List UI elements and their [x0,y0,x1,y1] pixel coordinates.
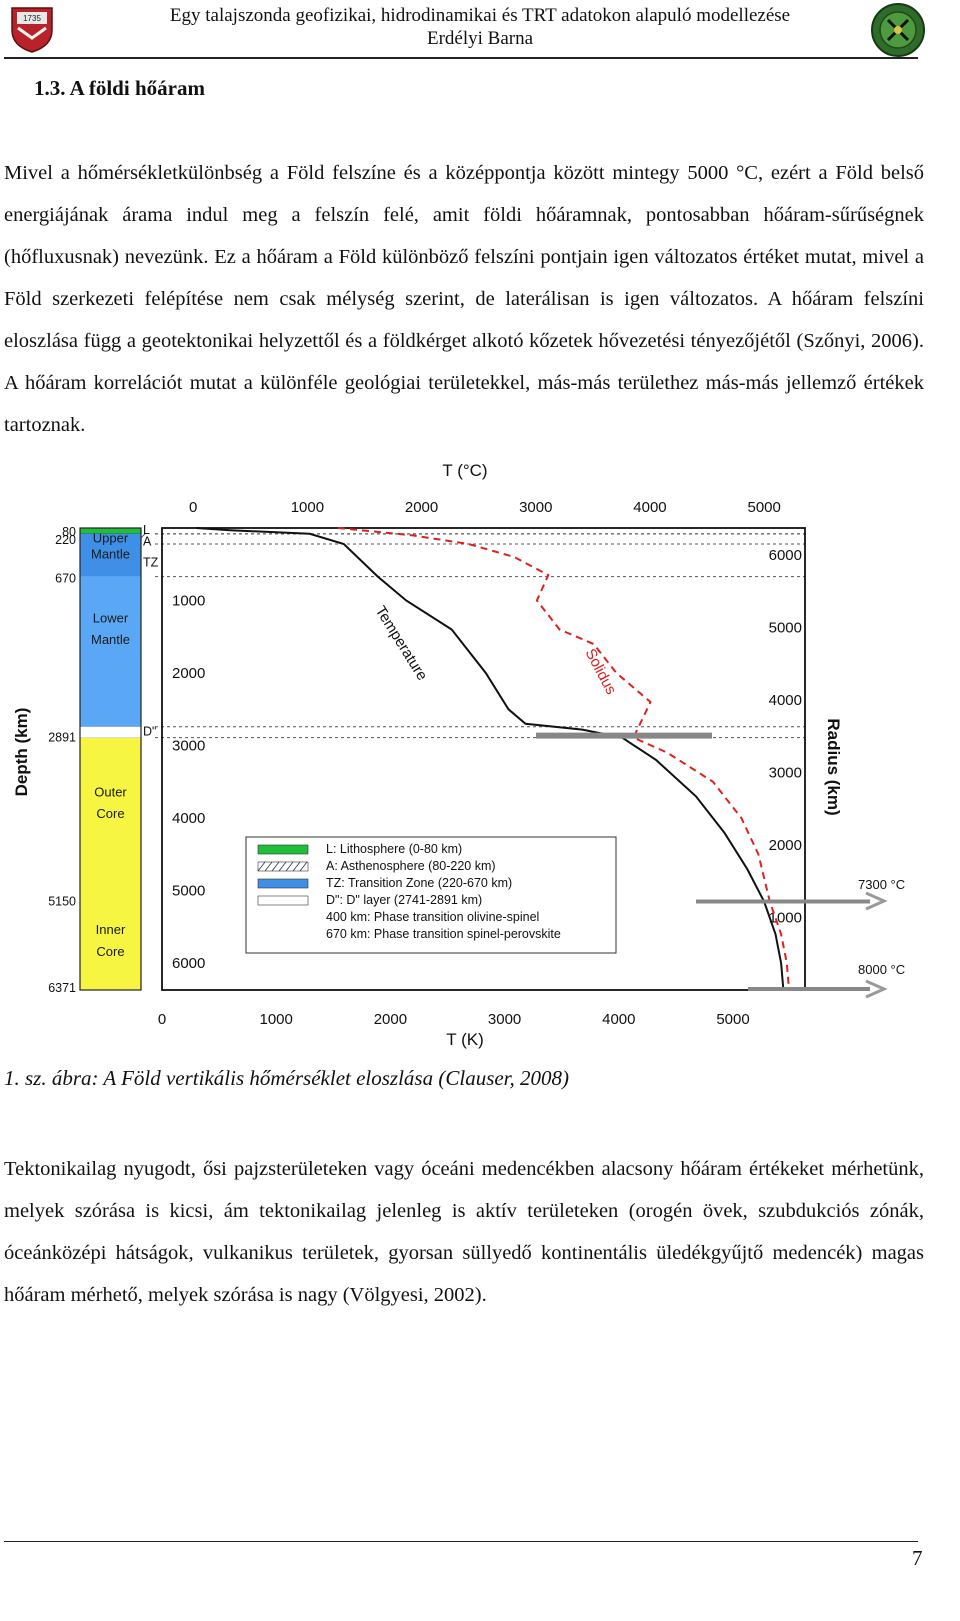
boundary-label: L [143,523,150,537]
depth-label: 5150 [48,894,76,908]
header-rule [4,57,918,59]
layer-label: Outer [94,784,127,799]
layer-label: Inner [96,922,126,937]
depth-tick-label: 2000 [172,665,205,682]
layer-label: Mantle [91,632,130,647]
layer-band-2 [80,737,141,902]
bottom-axis-label: T (K) [446,1030,483,1049]
boundary-label: TZ [143,556,159,570]
bottom-tick-label: 2000 [374,1011,407,1028]
legend-entry: 400 km: Phase transition olivine-spinel [326,910,539,924]
legend-hatch [271,861,280,872]
depth-tick-label: 5000 [172,883,205,900]
legend-entry: D": D" layer (2741-2891 km) [326,893,482,907]
page-number: 7 [912,1546,923,1570]
center-arrow-head [865,979,888,999]
bottom-tick-label: 1000 [260,1011,293,1028]
legend-swatch [257,844,309,855]
radius-tick-label: 2000 [769,837,802,854]
legend-hatch [299,861,308,872]
layer-label: Upper [93,531,129,546]
legend-swatch [257,895,309,906]
legend-swatch [257,878,309,889]
radius-tick-label: 6000 [769,547,802,564]
earth-temperature-figure: UpperMantleLowerMantleOuterCoreInnerCore… [12,461,905,1049]
legend-hatch [257,861,266,872]
layer-label: Core [96,944,124,959]
layer-label: Lower [93,610,129,625]
layer-label: Mantle [91,546,130,561]
header-author: Erdélyi Barna [426,28,534,49]
boundary-label: A [143,535,152,549]
top-tick-label: 3000 [519,499,552,516]
left-axis-label: Depth (km) [12,708,31,797]
layer-column-frame [79,527,142,991]
depth-tick-label: 4000 [172,810,205,827]
layer-label: Core [96,806,124,821]
depth-label: 2891 [48,731,76,745]
bottom-tick-label: 3000 [488,1011,521,1028]
footer-rule [4,1541,918,1542]
legend-hatch [292,861,301,872]
legend-entry: 670 km: Phase transition spinel-perovski… [326,927,561,941]
lithosphere-band [80,528,141,534]
depth-label: 80 [62,525,76,539]
university-crest-icon: 1735 [11,7,53,53]
bottom-tick-label: 4000 [602,1011,635,1028]
layer-band-0 [80,533,141,577]
radius-tick-label: 4000 [769,692,802,709]
legend-entry: L: Lithosphere (0-80 km) [326,842,462,856]
top-tick-label: 4000 [633,499,666,516]
boundary-label: D" [143,725,156,739]
depth-label: 6371 [48,981,76,995]
body-paragraph-2: Tektonikailag nyugodt, ősi pajzsterülete… [4,1158,924,1306]
plot-frame [161,527,806,991]
figure-caption: 1. sz. ábra: A Föld vertikális hőmérsékl… [4,1066,570,1090]
legend-hatch [285,861,294,872]
layer-band-1 [80,576,141,727]
depth-label: 220 [55,533,76,547]
mining-faculty-seal-icon [871,3,925,57]
inner-core-arrow-head [865,891,888,911]
legend-entry: A: Asthenosphere (80-220 km) [326,859,496,873]
top-tick-label: 5000 [747,499,780,516]
top-tick-label: 1000 [291,499,324,516]
radius-tick-label: 3000 [769,764,802,781]
top-tick-label: 0 [189,499,197,516]
d-layer-band [79,726,142,738]
crest-year-text: 1735 [23,14,41,23]
bottom-tick-label: 0 [158,1011,166,1028]
depth-tick-label: 3000 [172,738,205,755]
series-label-solidus: Solidus [581,646,619,697]
legend-entry: TZ: Transition Zone (220-670 km) [326,876,512,890]
body-paragraph-1: Mivel a hőmérsékletkülönbség a Föld fels… [4,162,924,436]
annotation-center-temp: 8000 °C [858,962,905,977]
legend-box [245,836,617,954]
layer-band-3 [80,901,141,990]
depth-tick-label: 6000 [172,955,205,972]
series-line-temperature [196,527,785,991]
legend-hatch [278,861,287,872]
legend-hatch [264,861,273,872]
series-label-temperature: Temperature [372,603,431,683]
depth-tick-label: 1000 [172,593,205,610]
header-title: Egy talajszonda geofizikai, hidrodinamik… [169,5,791,26]
top-axis-label: T (°C) [442,461,487,480]
top-tick-label: 2000 [405,499,438,516]
annotation-inner-core-temp: 7300 °C [858,877,905,892]
radius-tick-label: 5000 [769,619,802,636]
section-title: 1.3. A földi hőáram [34,76,205,100]
bottom-tick-label: 5000 [716,1011,749,1028]
right-axis-label: Radius (km) [824,718,843,815]
depth-label: 670 [55,572,76,586]
